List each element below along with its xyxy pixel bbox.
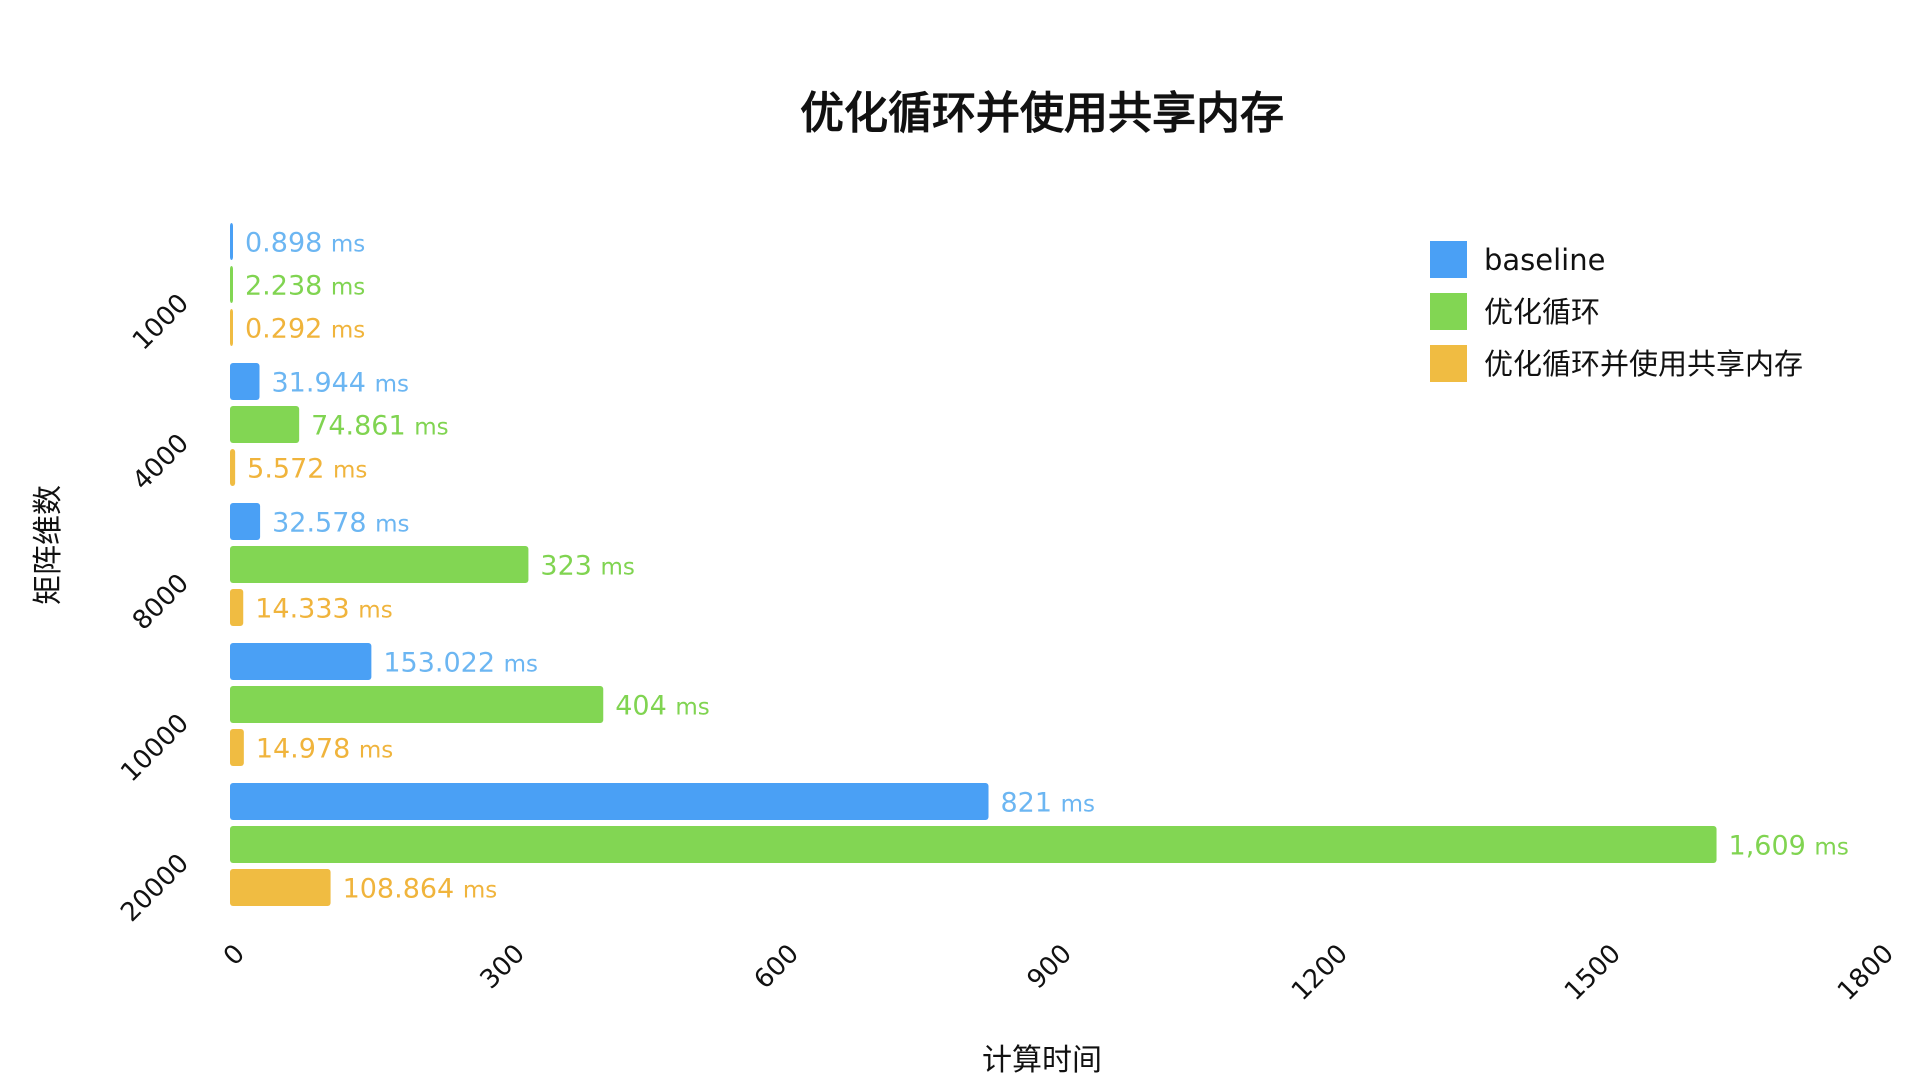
data-label: 0.898 ms bbox=[245, 228, 365, 259]
y-tick-label: 10000 bbox=[115, 708, 195, 788]
data-label: 5.572 ms bbox=[247, 454, 367, 485]
bar bbox=[230, 869, 331, 906]
legend-label: 优化循环 bbox=[1484, 295, 1600, 329]
x-tick-label: 1500 bbox=[1559, 939, 1627, 1007]
legend-label: baseline bbox=[1484, 243, 1605, 277]
y-tick-label: 20000 bbox=[115, 848, 195, 928]
legend-swatch bbox=[1430, 293, 1467, 330]
x-tick-label: 900 bbox=[1022, 939, 1078, 995]
bar bbox=[230, 729, 244, 766]
data-label: 404 ms bbox=[615, 691, 710, 722]
x-tick-label: 1200 bbox=[1286, 939, 1354, 1007]
data-label: 74.861 ms bbox=[311, 411, 448, 442]
data-label: 323 ms bbox=[540, 551, 635, 582]
y-tick-label: 4000 bbox=[127, 428, 195, 496]
bar bbox=[230, 783, 989, 820]
bar bbox=[230, 643, 372, 680]
data-label: 153.022 ms bbox=[383, 648, 538, 679]
y-tick-labels: 1000 4000 8000 10000 20000 bbox=[115, 288, 195, 928]
x-tick-label: 1800 bbox=[1832, 939, 1900, 1007]
chart-title: 优化循环并使用共享内存 bbox=[800, 88, 1284, 139]
y-axis-title: 矩阵维数 bbox=[31, 485, 66, 605]
bar bbox=[230, 826, 1717, 863]
bars-group: 0.898 ms 2.238 ms 0.292 ms 31.944 ms 74.861 … bbox=[230, 223, 1849, 906]
data-label: 2.238 ms bbox=[245, 271, 365, 302]
data-label: 108.864 ms bbox=[343, 874, 498, 905]
x-tick-label: 0 bbox=[218, 939, 251, 972]
data-label: 14.978 ms bbox=[256, 734, 393, 765]
bar bbox=[230, 223, 233, 260]
bar bbox=[230, 546, 529, 583]
x-tick-label: 300 bbox=[475, 939, 531, 995]
bar bbox=[230, 503, 261, 540]
x-tick-label: 600 bbox=[749, 939, 805, 995]
data-label: 0.292 ms bbox=[245, 314, 365, 345]
bar bbox=[230, 449, 236, 486]
data-label: 32.578 ms bbox=[272, 508, 409, 539]
bar bbox=[230, 406, 300, 443]
bar bbox=[230, 686, 604, 723]
bar bbox=[230, 309, 233, 346]
y-tick-label: 8000 bbox=[127, 568, 195, 636]
legend-swatch bbox=[1430, 345, 1467, 382]
data-label: 31.944 ms bbox=[272, 368, 409, 399]
bar bbox=[230, 363, 260, 400]
data-label: 14.333 ms bbox=[255, 594, 392, 625]
bar bbox=[230, 266, 233, 303]
data-label: 1,609 ms bbox=[1729, 831, 1849, 862]
x-axis-title: 计算时间 bbox=[982, 1043, 1102, 1078]
bar bbox=[230, 589, 244, 626]
legend-swatch bbox=[1430, 241, 1467, 278]
data-label: 821 ms bbox=[1001, 788, 1096, 819]
y-tick-label: 1000 bbox=[127, 288, 195, 356]
legend-label: 优化循环并使用共享内存 bbox=[1484, 347, 1803, 381]
x-tick-labels: 0 300 600 900 1200 1500 1800 bbox=[218, 939, 1900, 1007]
